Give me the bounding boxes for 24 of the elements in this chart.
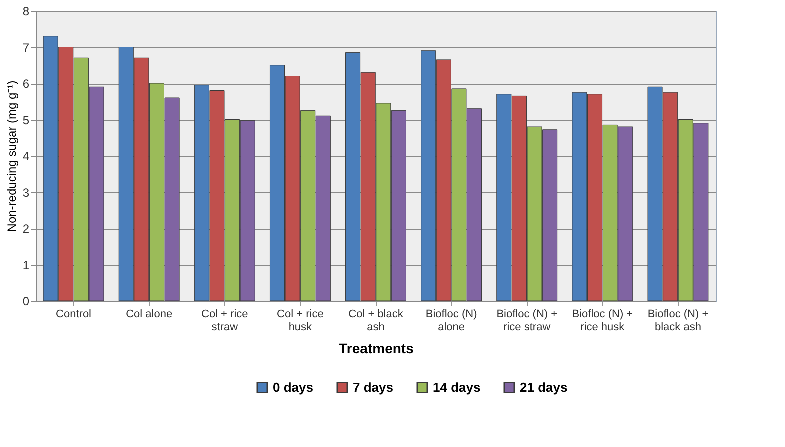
y-tick-label: 5 (22, 113, 30, 128)
y-tick-label: 1 (22, 258, 30, 272)
y-tick-label: 6 (22, 77, 30, 91)
legend-label: 0 days (273, 380, 314, 395)
x-tick-label: Biofloc (N) + rice straw (496, 308, 558, 334)
legend-label: 7 days (353, 380, 394, 395)
y-tick-label: 8 (22, 4, 30, 18)
x-tick-label: Biofloc (N) + rice husk (572, 308, 634, 334)
y-tick-label: 7 (22, 40, 30, 55)
y-axis-title: Non-reducing sugar (mg g⁻¹) (4, 80, 19, 232)
x-tick-label: Col alone (126, 308, 173, 320)
y-tick-label: 2 (22, 222, 30, 236)
x-axis-title: Treatments (339, 340, 414, 356)
x-tick-label: Col + rice straw (202, 308, 248, 334)
y-tick-label: 4 (22, 150, 30, 164)
legend-label: 14 days (433, 380, 481, 395)
y-tick-label: 0 (22, 294, 30, 308)
x-tick-label: Col + black ash (348, 308, 404, 334)
x-tick-label: Biofloc (N) alone (426, 308, 478, 334)
x-tick-label: Control (56, 308, 92, 320)
y-tick-label: 3 (22, 186, 30, 200)
x-tick-label: Biofloc (N) + black ash (648, 308, 709, 334)
x-tick-label: Col + rice husk (277, 308, 324, 334)
legend-label: 21 days (520, 380, 568, 395)
